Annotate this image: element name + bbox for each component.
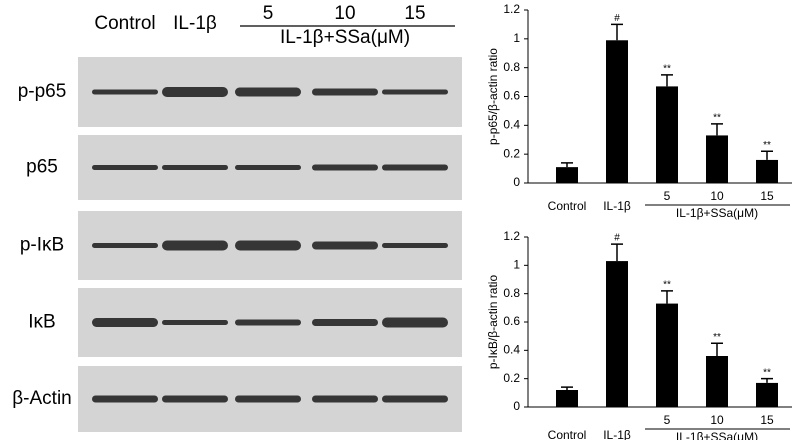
significance-mark: ** [713, 113, 721, 124]
y-axis-label: p-p65/β-actin ratio [486, 48, 500, 145]
bar [706, 135, 728, 183]
lane-label: 5 [263, 3, 274, 24]
error-bar [661, 74, 673, 87]
y-tick-label: 0.4 [503, 118, 520, 132]
y-tick-label: 0 [513, 399, 520, 413]
error-bar [561, 162, 573, 168]
error-bar [711, 123, 723, 136]
blot-band [92, 243, 158, 248]
row-label: β-Actin [12, 388, 72, 409]
blot-band [92, 318, 158, 327]
blot-band [312, 395, 378, 403]
bar [556, 167, 578, 183]
significance-mark: # [614, 233, 620, 244]
blot-band [382, 243, 448, 248]
blot-band [162, 395, 228, 403]
bar [756, 382, 778, 407]
bar [656, 86, 678, 183]
blot-band [312, 241, 378, 250]
lane-label: IL-1β [173, 13, 217, 34]
y-tick-label: 0.6 [503, 314, 520, 328]
blot-band [382, 317, 448, 328]
bar [556, 390, 578, 407]
y-tick-label: 0.4 [503, 343, 520, 357]
significance-mark: # [614, 13, 620, 24]
treatment-label: IL-1β+SSa(μM) [280, 27, 410, 48]
x-tick-label: Control [548, 428, 587, 440]
bar [656, 303, 678, 407]
blot-band [162, 165, 228, 170]
error-bar [711, 342, 723, 356]
blot-band [162, 240, 228, 251]
significance-mark: ** [713, 332, 721, 343]
blot-band [312, 164, 378, 171]
significance-mark: ** [663, 64, 671, 75]
blot-band [312, 319, 378, 326]
x-tick-label: 15 [760, 413, 774, 427]
x-tick-label: 5 [664, 413, 671, 427]
y-tick-label: 0.6 [503, 89, 520, 103]
error-bar [561, 386, 573, 390]
lane-label: 15 [404, 3, 425, 24]
x-tick-label: IL-1β [603, 428, 631, 440]
y-tick-label: 0.2 [503, 371, 520, 385]
y-axis-label: p-IκB/β-actin ratio [486, 275, 500, 370]
bar [606, 40, 628, 184]
error-bar [611, 23, 623, 41]
y-tick-label: 1 [513, 258, 520, 272]
x-tick-label: 5 [664, 189, 671, 203]
y-tick-label: 1.2 [503, 229, 520, 243]
blot-band [312, 88, 378, 96]
bar [706, 356, 728, 407]
x-tick-label: IL-1β [603, 199, 631, 213]
blot-band [162, 320, 228, 325]
group-label: IL-1β+SSa(μM) [676, 206, 758, 220]
x-tick-label: 10 [710, 189, 724, 203]
significance-mark: ** [663, 279, 671, 290]
x-tick-label: 10 [710, 413, 724, 427]
row-label: p-p65 [18, 81, 67, 102]
blot-band [235, 395, 301, 403]
y-tick-label: 0 [513, 175, 520, 189]
error-bar [661, 290, 673, 304]
blot-band [382, 395, 448, 403]
row-label: p-IκB [20, 235, 64, 256]
error-bar [611, 243, 623, 262]
blot-band [235, 87, 301, 97]
blot-band [235, 240, 301, 251]
blot-band [235, 165, 301, 170]
y-tick-label: 1 [513, 31, 520, 45]
error-bar [761, 150, 773, 160]
bar [606, 261, 628, 407]
x-tick-label: 15 [760, 189, 774, 203]
bar [756, 159, 778, 183]
significance-mark: ** [763, 140, 771, 151]
blot-band [382, 89, 448, 95]
lane-label: Control [94, 13, 155, 34]
error-bar [761, 377, 773, 383]
significance-mark: ** [763, 367, 771, 378]
row-label: IκB [28, 312, 55, 333]
y-tick-label: 0.2 [503, 146, 520, 160]
blot-band [92, 395, 158, 403]
y-tick-label: 1.2 [503, 2, 520, 16]
y-tick-label: 0.8 [503, 60, 520, 74]
row-label: p65 [26, 157, 58, 178]
blot-band [382, 164, 448, 171]
blot-band [235, 319, 301, 326]
blot-band [92, 165, 158, 170]
x-tick-label: Control [548, 199, 587, 213]
blot-band [162, 87, 228, 97]
blot-band [92, 89, 158, 95]
y-tick-label: 0.8 [503, 286, 520, 300]
lane-label: 10 [334, 3, 355, 24]
group-label: IL-1β+SSa(μM) [676, 430, 758, 440]
